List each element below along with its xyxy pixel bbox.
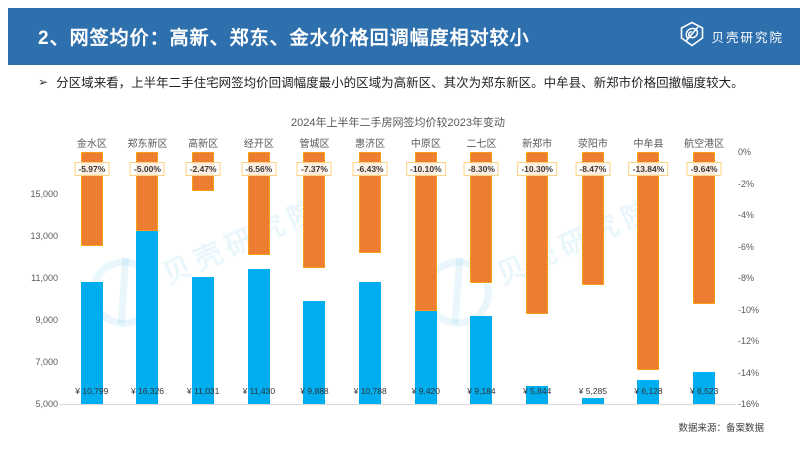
right-axis-tick: 0%: [738, 147, 752, 157]
bar-group: 金水区 -5.97% ¥ 10,799: [64, 139, 120, 404]
category-label: 新郑市: [522, 139, 553, 150]
price-bar: [581, 398, 604, 404]
change-value-label: -13.84%: [628, 162, 669, 176]
change-value-label: -8.30%: [464, 162, 499, 176]
right-axis-tick: -6%: [738, 241, 755, 252]
summary-bullet: ➢ 分区域来看，上半年二手住宅网签均价回调幅度最小的区域为高新区、其次为郑东新区…: [38, 74, 786, 92]
bullet-arrow-icon: ➢: [38, 75, 49, 89]
price-bar: [693, 372, 716, 404]
price-value-label: ¥ 16,326: [130, 386, 165, 396]
summary-text: 分区域来看，上半年二手住宅网签均价回调幅度最小的区域为高新区、其次为郑东新区。中…: [56, 76, 744, 90]
bar-group: 中牟县 -13.84% ¥ 6,128: [621, 139, 677, 404]
right-axis-tick: -12%: [738, 336, 760, 346]
price-bar: [637, 380, 660, 404]
price-value-label: ¥ 9,888: [300, 386, 329, 396]
brand-logo-text: 贝壳研究院: [711, 31, 784, 45]
price-value-label: ¥ 5,844: [522, 386, 552, 396]
change-value-label: -9.64%: [686, 162, 722, 176]
price-value-label: ¥ 11,430: [242, 386, 276, 396]
price-value-label: ¥ 6,128: [634, 386, 663, 396]
change-bar: [359, 152, 382, 254]
bar-group: 荥阳市 -8.47% ¥ 5,285: [565, 139, 621, 404]
beike-logo-icon: [679, 21, 705, 52]
header-band: 2、网签均价：高新、郑东、金水价格回调幅度相对较小 贝壳研究院: [8, 8, 800, 65]
price-value-label: ¥ 6,523: [689, 386, 719, 396]
change-value-label: -2.47%: [185, 162, 221, 176]
change-bar: [470, 152, 493, 283]
change-bar: [303, 152, 326, 269]
category-label: 高新区: [188, 139, 219, 150]
price-value-label: ¥ 9,184: [467, 386, 496, 396]
category-label: 二七区: [466, 139, 497, 150]
change-bar: [693, 152, 716, 304]
change-bar: [637, 152, 660, 370]
change-value-label: -7.37%: [297, 162, 332, 176]
price-bar: [303, 301, 326, 404]
bar-group: 新郑市 -10.30% ¥ 5,844: [509, 139, 565, 404]
category-label: 航空港区: [684, 139, 725, 150]
bar-group: 二七区 -8.30% ¥ 9,184: [454, 139, 510, 404]
page-title: 2、网签均价：高新、郑东、金水价格回调幅度相对较小: [38, 28, 530, 49]
change-value-label: -5.00%: [130, 162, 165, 176]
change-bar: [247, 152, 270, 256]
bar-group: 中原区 -10.10% ¥ 9,420: [398, 139, 454, 404]
change-bar: [581, 152, 604, 286]
change-value-label: -6.56%: [241, 162, 277, 176]
change-value-label: -8.47%: [575, 162, 611, 176]
right-axis-tick: -10%: [738, 304, 760, 315]
right-axis-tick: -8%: [738, 273, 755, 283]
price-bar: [80, 282, 103, 404]
right-axis-tick: -2%: [738, 178, 755, 189]
price-value-label: ¥ 10,788: [353, 386, 387, 396]
category-label: 经开区: [243, 139, 274, 150]
price-value-label: ¥ 5,285: [578, 386, 608, 396]
price-bar: [414, 311, 437, 404]
price-value-label: ¥ 11,031: [186, 386, 220, 396]
price-value-label: ¥ 9,420: [411, 386, 441, 396]
bar-group: 管城区 -7.37% ¥ 9,888: [287, 139, 343, 404]
change-value-label: -6.43%: [352, 162, 388, 176]
bar-group: 惠济区 -6.43% ¥ 10,788: [342, 139, 398, 404]
left-axis-tick: 13,000: [30, 231, 58, 241]
price-bar: [470, 316, 493, 404]
bar-group: 经开区 -6.56% ¥ 11,430: [231, 139, 287, 404]
price-bar: [247, 268, 270, 404]
left-axis-tick: 9,000: [35, 315, 58, 325]
price-value-label: ¥ 10,799: [75, 386, 109, 396]
change-bar: [526, 152, 549, 315]
category-label: 中牟县: [633, 139, 664, 150]
chart-title: 2024年上半年二手房网签均价较2023年变动: [291, 117, 505, 129]
bar-group: 航空港区 -9.64% ¥ 6,523: [676, 139, 732, 404]
price-bar: [359, 282, 382, 404]
plot-area: 贝壳研究院 贝壳研究院 金水区 -5.97% ¥ 10,799 郑东新区 -5.00% ¥…: [64, 139, 732, 404]
change-bar: [414, 152, 437, 312]
left-axis-tick: 7,000: [35, 357, 58, 367]
category-label: 郑东新区: [127, 139, 168, 150]
change-value-label: -5.97%: [74, 162, 110, 176]
brand-logo: 贝壳研究院: [679, 8, 784, 65]
left-axis-tick: 15,000: [30, 189, 58, 199]
price-bar: [192, 277, 215, 404]
category-label: 惠济区: [355, 139, 386, 150]
right-axis-tick: -14%: [738, 367, 760, 378]
left-axis-tick: 5,000: [35, 399, 58, 409]
category-label: 金水区: [76, 139, 107, 150]
bar-group: 高新区 -2.47% ¥ 11,031: [175, 139, 231, 404]
right-axis-tick: -4%: [738, 210, 755, 220]
category-label: 中原区: [410, 139, 441, 150]
price-bar: [526, 386, 549, 404]
category-label: 管城区: [299, 139, 330, 150]
left-axis-tick: 11,000: [31, 273, 58, 283]
change-value-label: -10.10%: [405, 162, 446, 176]
data-source-note: 数据来源：备案数据: [678, 423, 764, 434]
change-value-label: -10.30%: [517, 162, 557, 176]
chart: 2024年上半年二手房网签均价较2023年变动 贝壳研究院 贝壳研究院 金水区 -…: [0, 112, 800, 422]
bar-group: 郑东新区 -5.00% ¥ 16,326: [120, 139, 176, 404]
right-axis-tick: -16%: [738, 399, 760, 409]
category-label: 荥阳市: [577, 139, 608, 150]
x-axis-baseline: [60, 404, 736, 405]
